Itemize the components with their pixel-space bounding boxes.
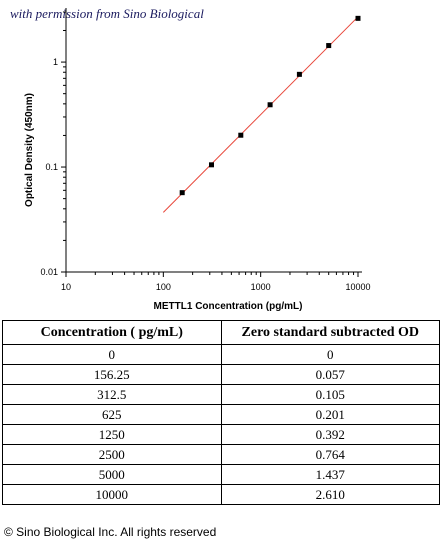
standard-curve-chart: 10 100 1000 10000 0.01 0.1 1 METTL1 Concentrati… xyxy=(24,8,371,312)
cell-concentration: 0 xyxy=(2,344,222,365)
chart-axes xyxy=(61,8,362,277)
fit-line-group xyxy=(162,16,359,213)
x-axis-label: METTL1 Concentration (pg/mL) xyxy=(154,301,303,312)
data-point xyxy=(208,162,214,168)
cell-od: 2.610 xyxy=(220,484,440,505)
x-tick-label: 100 xyxy=(156,282,171,292)
table-row: 156.25 0.057 xyxy=(2,364,440,385)
data-point xyxy=(355,15,361,21)
data-point xyxy=(326,43,332,49)
data-point xyxy=(238,132,244,138)
data-table-container: Concentration ( pg/mL) Zero standard sub… xyxy=(2,320,440,505)
cell-concentration: 1250 xyxy=(2,424,222,445)
axis-labels: 10 100 1000 10000 0.01 0.1 1 METTL1 Concentrati… xyxy=(24,57,371,312)
data-point xyxy=(179,190,185,196)
cell-od: 0.057 xyxy=(220,364,440,385)
table-row: 10000 2.610 xyxy=(2,484,440,505)
cell-od: 0.764 xyxy=(220,444,440,465)
table-row: 1250 0.392 xyxy=(2,424,440,445)
cell-concentration: 156.25 xyxy=(2,364,222,385)
cell-od: 0 xyxy=(220,344,440,365)
table-row: 5000 1.437 xyxy=(2,464,440,485)
cell-od: 0.201 xyxy=(220,404,440,425)
cell-od: 1.437 xyxy=(220,464,440,485)
y-tick-label: 0.01 xyxy=(40,267,58,277)
cell-od: 0.105 xyxy=(220,384,440,405)
table-row: 625 0.201 xyxy=(2,404,440,425)
table-row: 312.5 0.105 xyxy=(2,384,440,405)
permission-watermark: with permission from Sino Biological xyxy=(10,6,204,21)
cell-od: 0.392 xyxy=(220,424,440,445)
x-tick-label: 1000 xyxy=(251,282,271,292)
copyright-text: © Sino Biological Inc. All rights reserv… xyxy=(4,525,217,539)
cell-concentration: 625 xyxy=(2,404,222,425)
table-row: 2500 0.764 xyxy=(2,444,440,465)
data-point xyxy=(267,102,273,108)
table-header-row: Concentration ( pg/mL) Zero standard sub… xyxy=(2,320,440,345)
cell-concentration: 312.5 xyxy=(2,384,222,405)
data-points xyxy=(179,15,361,196)
fit-line xyxy=(162,16,359,213)
y-tick-label: 1 xyxy=(53,57,58,67)
cell-concentration: 5000 xyxy=(2,464,222,485)
cell-concentration: 10000 xyxy=(2,484,222,505)
x-tick-label: 10 xyxy=(61,282,71,292)
cell-concentration: 2500 xyxy=(2,444,222,465)
y-tick-label: 0.1 xyxy=(45,162,58,172)
data-table: Concentration ( pg/mL) Zero standard sub… xyxy=(2,320,440,505)
data-point xyxy=(296,71,302,77)
x-tick-label: 10000 xyxy=(345,282,370,292)
header-od: Zero standard subtracted OD xyxy=(220,320,440,345)
header-concentration: Concentration ( pg/mL) xyxy=(2,320,222,345)
y-axis-label: Optical Density (450nm) xyxy=(24,93,35,207)
